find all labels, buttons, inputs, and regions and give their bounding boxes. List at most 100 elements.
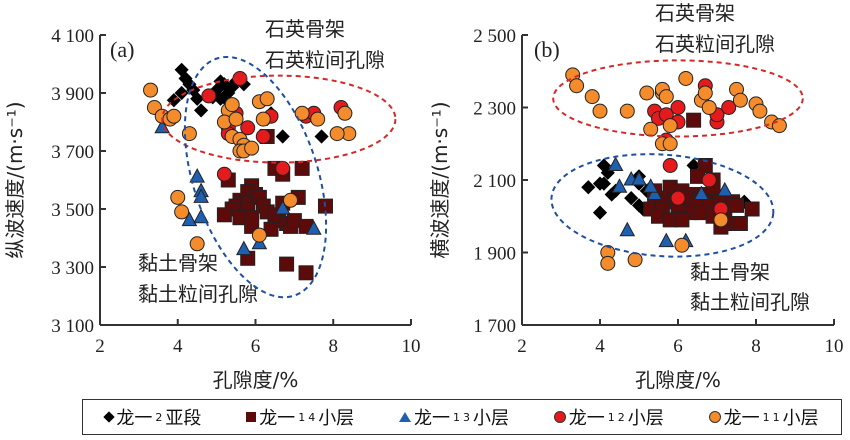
data-point-circle	[170, 189, 186, 205]
data-point-circle	[228, 111, 244, 127]
legend-item: 龙一 1 1 小层	[708, 404, 819, 430]
annotation-text: 黏土粒间孔隙	[690, 290, 810, 314]
square-icon	[246, 412, 257, 422]
data-point-triangle	[305, 220, 322, 235]
y-tick-label: 1 900	[473, 244, 516, 265]
data-point-circle	[337, 105, 353, 121]
data-point-triangle	[646, 185, 663, 200]
legend-item: 龙一 2 亚段	[103, 404, 201, 430]
annotation-text: 黏土骨架	[138, 251, 218, 275]
data-point-circle	[701, 100, 717, 115]
data-point-circle	[627, 252, 643, 268]
data-point-circle	[240, 120, 256, 136]
data-point-square	[674, 212, 690, 228]
data-point-diamond	[314, 129, 329, 144]
data-point-circle	[569, 78, 585, 94]
data-point-triangle	[236, 240, 252, 256]
x-tick-label: 4	[173, 336, 183, 357]
data-point-triangle	[631, 170, 647, 186]
y-tick-label: 3 700	[51, 142, 94, 163]
data-point-circle	[713, 212, 729, 228]
data-point-circle	[143, 82, 159, 98]
annotation-text: 石英骨架	[265, 17, 345, 41]
data-point-square	[279, 256, 295, 272]
data-point-circle	[662, 158, 678, 173]
data-point-circle	[259, 91, 275, 107]
y-axis-label: 纵波速度/(m·s⁻¹)	[3, 101, 27, 258]
data-point-circle	[771, 118, 787, 134]
data-point-circle	[224, 97, 240, 113]
ellipse-clay	[183, 55, 328, 299]
data-point-circle	[174, 204, 190, 220]
legend: 龙一 2 亚段 龙一 1 4 小层 龙一 1 3 小层 龙一 1 2 小层 龙一 1 1 小层	[82, 399, 842, 435]
data-point-circle	[244, 140, 260, 156]
data-point-circle	[701, 172, 717, 188]
annotation-text: 石英骨架	[655, 1, 735, 25]
y-tick-label: 1 700	[473, 316, 516, 337]
legend-suffix: 小层	[627, 408, 664, 429]
data-point-circle	[251, 227, 267, 243]
y-tick-label: 3 100	[51, 316, 94, 337]
legend-sup: 4	[308, 410, 316, 424]
ellipse-quartz	[161, 74, 397, 164]
x-tick-label: 6	[673, 336, 683, 357]
data-point-triangle	[274, 199, 291, 215]
data-point-diamond	[592, 205, 608, 220]
x-axis-label: 孔隙度/%	[635, 368, 721, 392]
data-point-circle	[678, 71, 694, 86]
ellipse-clay	[550, 153, 775, 258]
data-point-circle	[670, 190, 686, 206]
data-point-diamond	[194, 103, 209, 118]
data-point-triangle	[189, 168, 206, 183]
data-point-triangle	[607, 156, 624, 171]
legend-label: 龙一	[413, 408, 450, 429]
data-point-circle	[584, 89, 600, 105]
data-point-circle	[662, 118, 678, 134]
annotation-text: 黏土骨架	[690, 260, 770, 284]
legend-sup: 2	[617, 410, 625, 424]
panel-label: (a)	[110, 37, 134, 62]
y-tick-label: 3 500	[51, 200, 94, 221]
data-point-circle	[697, 85, 713, 101]
annotation-text: 石英粒间孔隙	[265, 48, 385, 72]
data-point-circle	[721, 100, 737, 115]
data-point-circle	[674, 237, 690, 253]
data-point-circle	[255, 111, 271, 127]
x-tick-label: 2	[95, 336, 105, 357]
data-point-triangle	[619, 221, 636, 237]
data-point-diamond	[581, 180, 596, 195]
data-point-circle	[255, 129, 271, 144]
annotation-text: 石英粒间孔隙	[655, 32, 775, 56]
data-point-triangle	[611, 178, 628, 193]
data-point-square	[298, 265, 314, 281]
ellipse-quartz	[552, 59, 804, 138]
data-point-triangle	[193, 208, 209, 224]
data-point-triangle	[181, 211, 198, 227]
legend-sub: 1	[762, 410, 770, 424]
legend-suffix: 小层	[782, 408, 819, 429]
y-tick-label: 2 500	[473, 26, 516, 47]
legend-sub: 1	[452, 410, 460, 424]
data-point-circle	[643, 121, 659, 137]
circle-icon	[708, 411, 721, 423]
y-tick-label: 3 300	[51, 258, 94, 279]
data-point-circle	[662, 136, 678, 152]
y-tick-label: 2 100	[473, 171, 516, 192]
y-tick-label: 3 900	[51, 84, 94, 105]
x-tick-label: 6	[251, 336, 261, 357]
diamond-icon	[103, 411, 116, 423]
data-point-circle	[658, 89, 674, 105]
data-point-circle	[189, 236, 205, 252]
legend-sup: 3	[462, 410, 470, 424]
data-point-triangle	[642, 178, 659, 193]
data-point-circle	[639, 85, 655, 101]
data-point-circle	[592, 103, 608, 119]
data-point-circle	[329, 126, 345, 142]
x-axis-label: 孔隙度/%	[213, 368, 299, 392]
legend-sub: 2	[155, 410, 163, 424]
circle-icon	[553, 411, 566, 423]
data-point-diamond	[624, 191, 639, 206]
data-point-circle	[166, 108, 182, 124]
legend-label: 龙一	[259, 408, 296, 429]
legend-suffix: 小层	[318, 408, 355, 429]
